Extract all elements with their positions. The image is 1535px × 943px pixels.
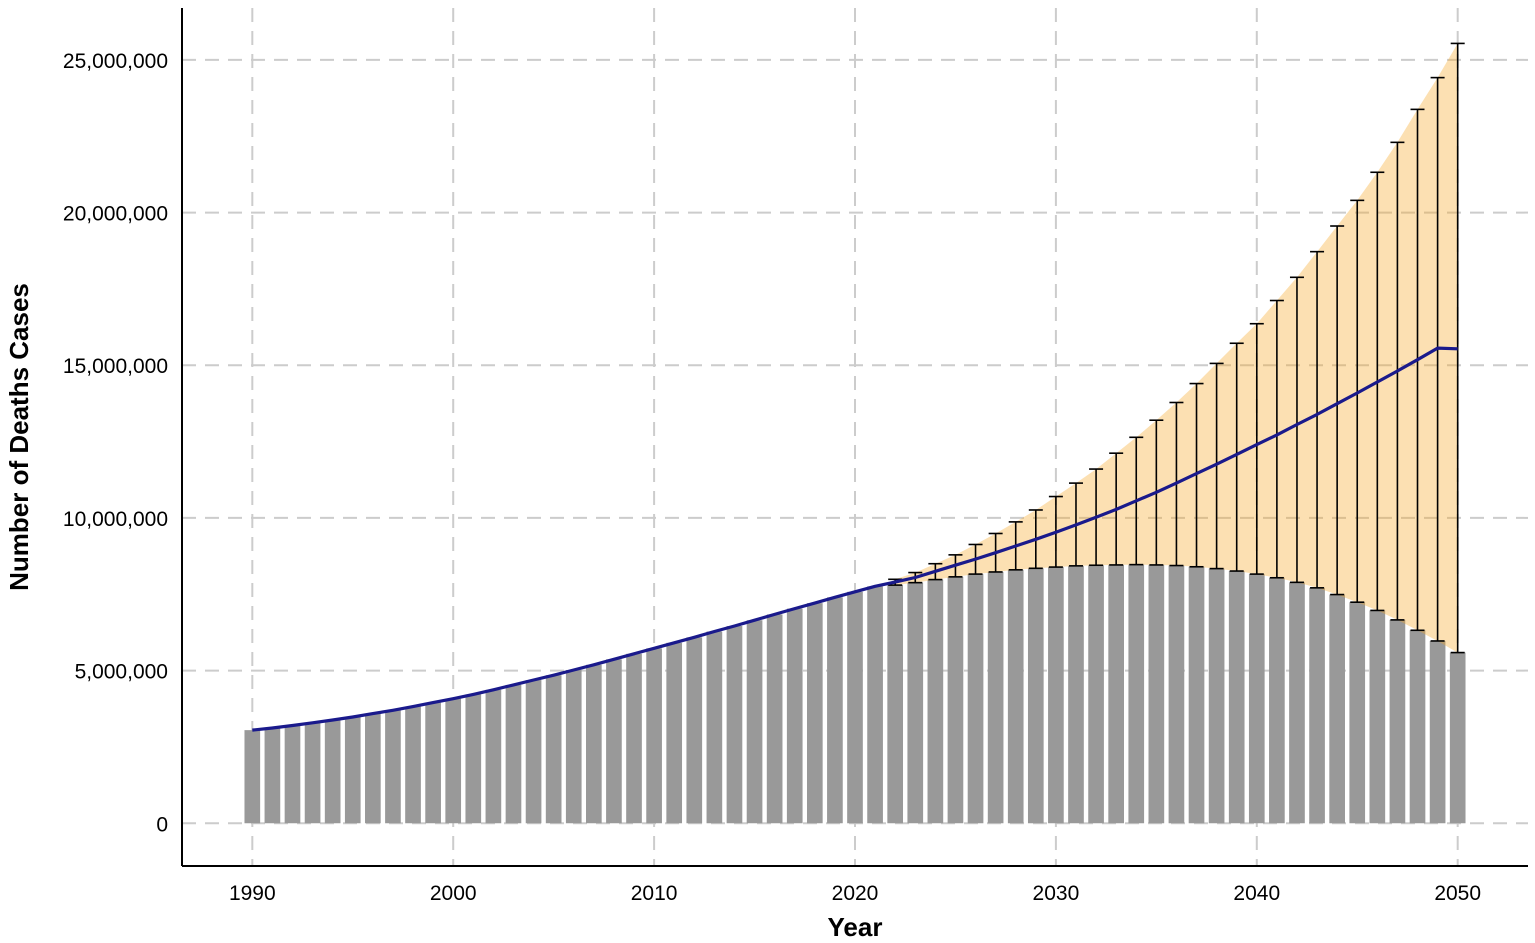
x-tick-label: 2020 <box>832 882 879 905</box>
bar <box>1349 602 1366 824</box>
bar <box>324 720 341 824</box>
bar <box>726 626 743 824</box>
bar <box>485 689 502 824</box>
axes <box>181 8 1528 867</box>
bar <box>1188 566 1205 824</box>
y-tick-label: 10,000,000 <box>63 508 168 531</box>
bar <box>847 591 863 824</box>
bar <box>425 702 441 824</box>
bar <box>987 571 1004 824</box>
y-tick-label: 25,000,000 <box>63 50 168 73</box>
bar <box>505 684 522 824</box>
bar <box>1369 610 1386 824</box>
bar <box>786 608 803 824</box>
bar <box>947 576 964 824</box>
bar <box>827 597 843 824</box>
bar <box>1027 568 1044 824</box>
bar <box>646 648 662 824</box>
y-tick-label: 5,000,000 <box>75 661 168 684</box>
bar <box>1429 640 1446 824</box>
bar <box>304 722 321 824</box>
bar <box>445 698 462 824</box>
y-tick-label: 20,000,000 <box>63 203 168 226</box>
bars <box>244 564 1466 824</box>
bar <box>1048 567 1064 824</box>
bar <box>1088 565 1104 824</box>
x-tick-label: 2040 <box>1233 882 1280 905</box>
bar <box>405 706 421 824</box>
x-tick-label: 1990 <box>229 882 276 905</box>
bar <box>284 725 301 824</box>
bar <box>1068 565 1084 824</box>
bar <box>746 620 763 824</box>
bar <box>1289 582 1305 824</box>
bar <box>1449 652 1466 824</box>
bar <box>666 642 683 824</box>
x-tick-label: 2000 <box>430 882 477 905</box>
bar <box>806 603 823 824</box>
bar <box>1148 564 1165 824</box>
bar <box>927 579 944 824</box>
bar <box>907 582 924 824</box>
bar <box>465 694 482 824</box>
x-axis-title: Year <box>828 912 883 942</box>
y-tick-label: 15,000,000 <box>63 355 168 378</box>
tick-labels: 0 5,000,000 10,000,000 15,000,000 20,000,000… <box>63 50 1481 905</box>
bar <box>344 716 361 824</box>
x-tick-label: 2030 <box>1033 882 1080 905</box>
bar <box>365 713 381 824</box>
bar <box>1108 564 1124 824</box>
bar <box>244 730 261 824</box>
bar <box>565 669 582 824</box>
bar <box>385 710 401 824</box>
bar <box>1389 619 1406 824</box>
bar <box>766 614 783 824</box>
bar <box>967 574 984 824</box>
bar <box>525 680 542 824</box>
bar <box>545 675 562 824</box>
bar <box>1228 571 1245 824</box>
x-tick-label: 2010 <box>631 882 678 905</box>
bar <box>586 664 602 824</box>
y-axis-title: Number of Deaths Cases <box>4 283 34 591</box>
bar <box>626 653 642 824</box>
trend-line-group <box>252 346 1458 732</box>
trend-line <box>252 346 1458 732</box>
bar <box>264 727 281 824</box>
bar <box>1269 577 1285 824</box>
bar <box>1248 574 1265 824</box>
bar <box>1128 564 1145 824</box>
bar <box>1168 565 1185 824</box>
y-tick-label: 0 <box>156 813 168 836</box>
bar <box>887 585 904 824</box>
bar <box>606 659 622 824</box>
bar <box>1409 630 1426 824</box>
bar <box>706 631 723 824</box>
error-bars <box>888 42 1465 654</box>
bar <box>1007 569 1024 824</box>
bar <box>867 586 883 824</box>
bar <box>1329 594 1345 824</box>
bar <box>1309 587 1325 824</box>
x-tick-label: 2050 <box>1434 882 1481 905</box>
bar <box>686 637 703 824</box>
bar <box>1208 568 1225 824</box>
